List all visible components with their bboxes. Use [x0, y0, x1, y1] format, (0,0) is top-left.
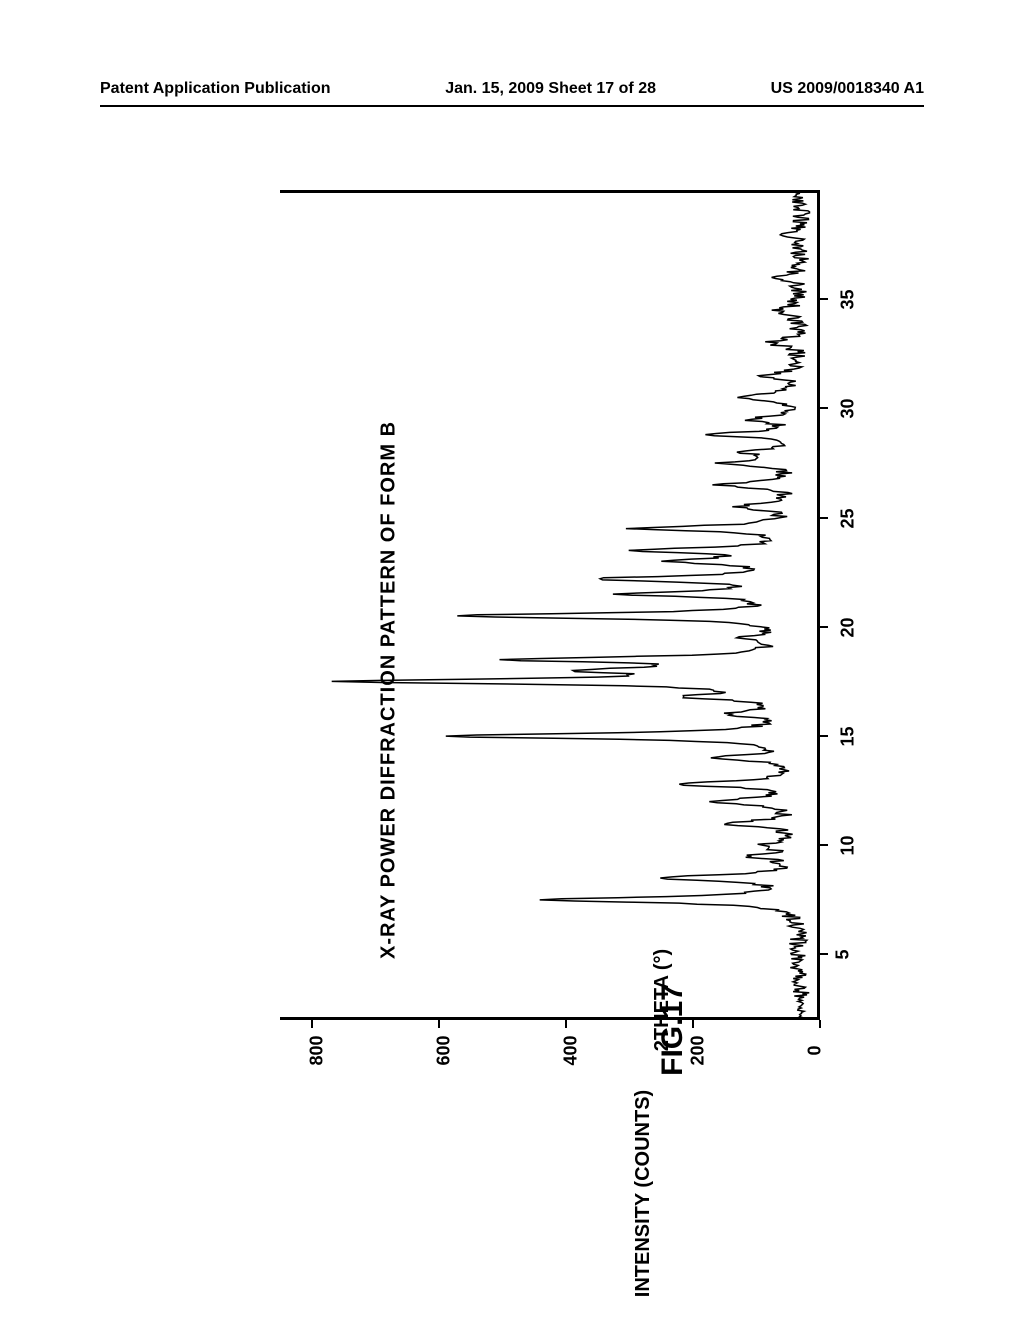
header-center: Jan. 15, 2009 Sheet 17 of 28	[445, 80, 656, 98]
y-axis-label: INTENSITY (COUNTS)	[632, 1090, 655, 1297]
x-tick-mark	[820, 735, 828, 737]
header-left: Patent Application Publication	[100, 80, 331, 98]
x-tick-label: 35	[838, 290, 859, 310]
xrd-line-plot	[280, 190, 820, 1020]
x-tick-mark	[820, 844, 828, 846]
y-tick-label: 800	[306, 1035, 327, 1065]
x-tick-label: 30	[838, 399, 859, 419]
y-tick-label: 600	[433, 1035, 454, 1065]
x-tick-label: 25	[838, 508, 859, 528]
page-header: Patent Application Publication Jan. 15, …	[0, 80, 1024, 98]
x-tick-mark	[820, 298, 828, 300]
y-tick-mark	[438, 1020, 440, 1028]
x-tick-mark	[820, 626, 828, 628]
figure-label: FIG.17	[656, 984, 1024, 1076]
x-tick-label: 15	[838, 727, 859, 747]
header-rule	[100, 105, 924, 107]
y-tick-mark	[311, 1020, 313, 1028]
header-right: US 2009/0018340 A1	[771, 80, 924, 98]
y-tick-mark	[565, 1020, 567, 1028]
x-tick-label: 10	[838, 836, 859, 856]
x-tick-mark	[820, 407, 828, 409]
x-tick-mark	[820, 517, 828, 519]
figure-container: X-RAY POWER DIFFRACTION PATTERN OF FORM …	[150, 180, 870, 1200]
x-tick-label: 20	[838, 617, 859, 637]
y-tick-label: 400	[560, 1035, 581, 1065]
